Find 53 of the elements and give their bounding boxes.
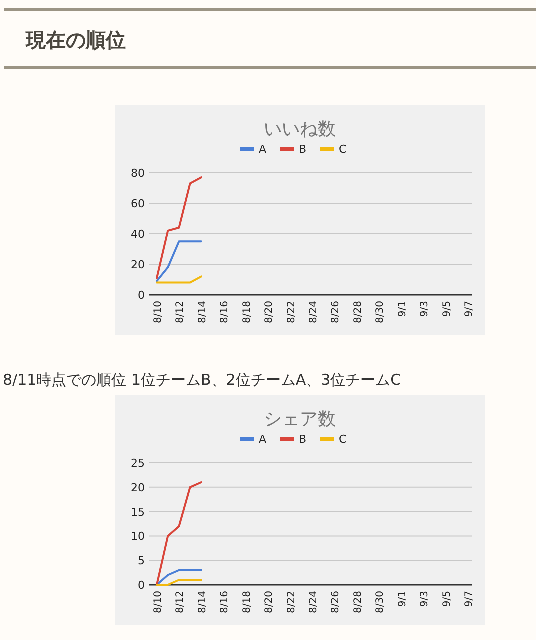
y-tick-label: 80 <box>131 167 145 180</box>
x-tick-label: 8/28 <box>352 591 364 614</box>
line-series <box>156 176 202 280</box>
x-tick-label: 8/18 <box>242 591 253 614</box>
chart-title: シェア数 <box>264 409 336 430</box>
x-tick-label: 9/7 <box>464 591 475 608</box>
y-tick-label: 20 <box>131 258 145 272</box>
legend-label: B <box>299 433 307 446</box>
x-tick-label: 8/20 <box>264 301 276 324</box>
x-tick-label: 9/7 <box>464 301 475 318</box>
x-tick-label: 9/5 <box>442 591 453 608</box>
x-tick-label: 8/30 <box>375 301 386 324</box>
text: 8/11時点での順位 1位チームB、2位チームA、3位チームC <box>3 371 402 389</box>
y-tick-label: 15 <box>131 506 145 519</box>
x-tick-label: 8/14 <box>197 591 208 614</box>
x-tick-label: 8/10 <box>153 301 164 324</box>
x-tick-label: 9/3 <box>420 591 431 608</box>
legend-label: C <box>339 433 347 446</box>
x-tick-label: 8/16 <box>220 301 231 324</box>
y-tick-label: 25 <box>131 457 145 470</box>
x-tick-label: 8/22 <box>286 301 298 324</box>
x-tick-label: 8/20 <box>264 591 276 614</box>
x-tick-label: 8/10 <box>153 591 164 614</box>
y-tick-label: 0 <box>138 579 145 592</box>
x-tick-label: 8/12 <box>175 591 186 614</box>
x-tick-label: 8/14 <box>197 301 208 324</box>
line-series <box>156 482 202 586</box>
x-tick-label: 8/12 <box>175 301 186 324</box>
legend-label: A <box>259 143 267 156</box>
x-tick-label: 9/5 <box>442 301 453 318</box>
x-tick-label: 8/16 <box>220 591 231 614</box>
y-tick-label: 10 <box>131 530 145 544</box>
text: 現在の順位 <box>25 28 126 52</box>
x-tick-label: 9/3 <box>420 301 431 318</box>
x-tick-label: 9/1 <box>397 591 408 608</box>
x-tick-label: 8/24 <box>308 591 320 614</box>
legend-label: B <box>299 143 307 156</box>
x-tick-label: 8/28 <box>352 301 364 324</box>
y-tick-label: 5 <box>138 554 145 568</box>
x-tick-label: 8/30 <box>375 591 386 614</box>
x-tick-label: 8/24 <box>308 301 320 324</box>
x-tick-label: 8/26 <box>330 301 342 324</box>
y-tick-label: 0 <box>138 289 145 302</box>
y-tick-label: 20 <box>131 481 145 494</box>
x-tick-label: 8/26 <box>330 591 342 614</box>
chart-title: いいね数 <box>264 119 336 140</box>
legend-label: C <box>339 143 347 156</box>
y-tick-label: 40 <box>131 228 145 241</box>
x-tick-label: 8/18 <box>242 301 253 324</box>
x-tick-label: 8/22 <box>286 591 298 614</box>
y-tick-label: 60 <box>131 198 145 210</box>
x-tick-label: 9/1 <box>397 301 408 318</box>
legend-label: A <box>259 433 267 446</box>
